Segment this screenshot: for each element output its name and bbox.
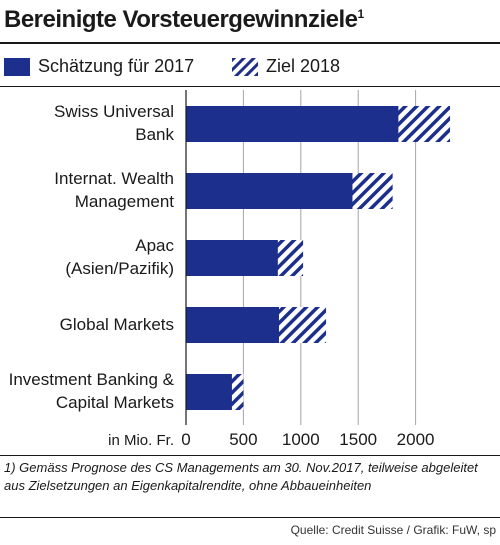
category-label-line: Investment Banking &	[8, 370, 174, 389]
legend-item-2017: Schätzung für 2017	[4, 56, 194, 77]
legend-label-2018: Ziel 2018	[266, 56, 341, 76]
bar-schaetzung-2017-1	[186, 173, 353, 209]
title-rule	[0, 42, 500, 44]
category-label-line: Apac	[135, 236, 174, 255]
bar-schaetzung-2017-3	[186, 307, 279, 343]
x-axis-unit-label: in Mio. Fr.	[108, 432, 174, 449]
legend-swatch-solid	[4, 57, 30, 76]
category-label-line: Swiss Universal	[54, 102, 174, 121]
category-label-2: Apac (Asien/Pazifik)	[65, 234, 174, 280]
x-tick-label-0: 0	[181, 430, 190, 449]
category-label-line: Global Markets	[59, 314, 174, 334]
legend-label-2017: Schätzung für 2017	[38, 56, 195, 76]
bar-schaetzung-2017-2	[186, 240, 278, 276]
legend-swatch-hatched	[232, 57, 258, 76]
legend-item-2018: Ziel 2018	[232, 56, 340, 77]
footnote-rule	[0, 455, 500, 456]
bar-schaetzung-2017-4	[186, 374, 232, 410]
category-label-line: Bank	[135, 125, 174, 144]
category-label-0: Swiss Universal Bank	[54, 100, 174, 146]
title-footnote-marker: 1	[357, 7, 365, 21]
footnote: 1) Gemäss Prognose des CS Managements am…	[4, 460, 478, 493]
source-rule	[0, 517, 500, 518]
x-tick-label-1500: 1500	[339, 430, 377, 449]
category-label-1: Internat. Wealth Management	[54, 167, 174, 213]
x-tick-label-1000: 1000	[282, 430, 320, 449]
category-label-line: Capital Markets	[55, 393, 174, 412]
legend: Schätzung für 2017 Ziel 2018	[0, 52, 500, 84]
category-label-4: Investment Banking & Capital Markets	[9, 368, 174, 414]
legend-rule	[0, 86, 500, 87]
category-label-line: (Asien/Pazifik)	[65, 259, 174, 278]
category-label-line: Internat. Wealth	[54, 169, 174, 188]
source-credit: Quelle: Credit Suisse / Grafik: FuW, sp	[290, 523, 496, 537]
bar-schaetzung-2017-0	[186, 106, 399, 142]
chart-title: Bereinigte Vorsteuergewinnziele1	[4, 6, 365, 33]
x-tick-label-2000: 2000	[397, 430, 435, 449]
category-label-line: Management	[74, 192, 174, 211]
x-tick-label-500: 500	[229, 430, 257, 449]
category-label-3: Global Markets	[60, 313, 174, 336]
bar-chart: 0 500 1000 1500 2000 in Mio. Fr.	[108, 90, 451, 449]
